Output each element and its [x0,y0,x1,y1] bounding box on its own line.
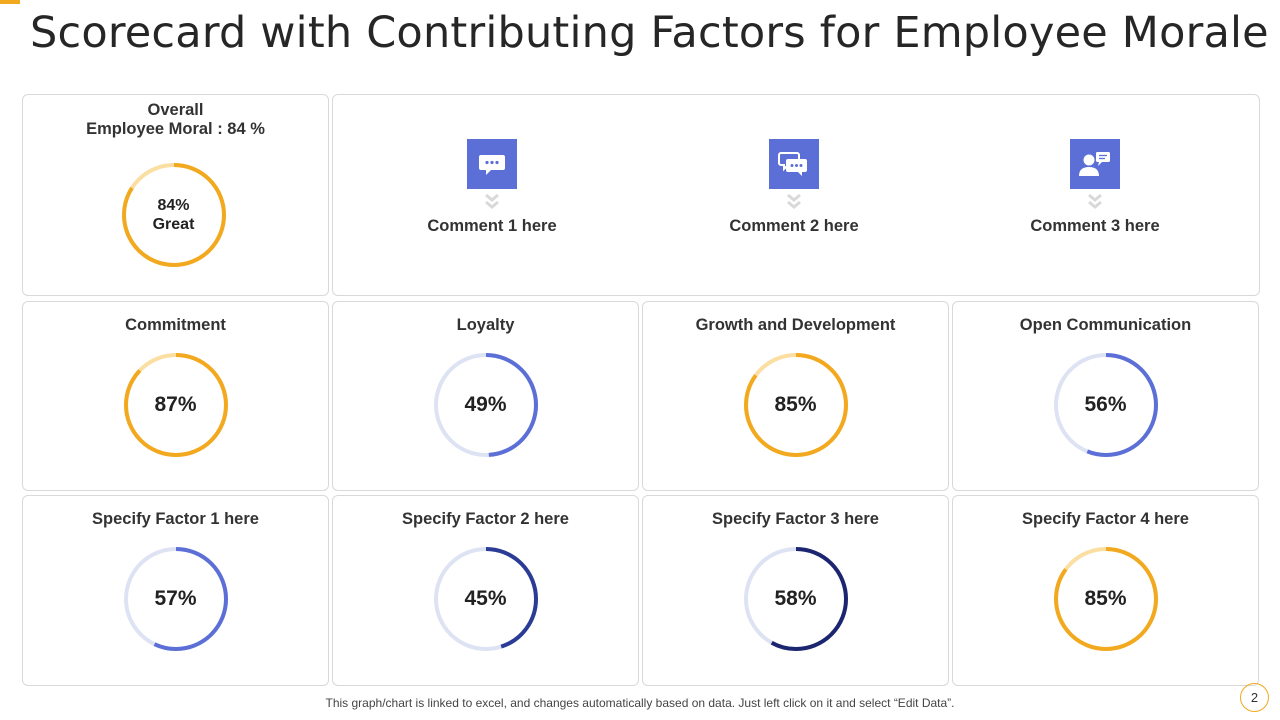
factor-percent-label: 56% [1084,393,1127,416]
donut-arc [743,353,848,457]
factor-donut-svg [743,353,848,457]
comment-3-text: Comment 3 here [1030,217,1160,235]
factor-card-title: Commitment [125,316,226,334]
overall-donut-svg [121,163,226,267]
footnote: This graph/chart is linked to excel, and… [325,696,955,710]
page-title: Scorecard with Contributing Factors for … [30,8,1269,58]
chevron-down-icon [485,193,499,209]
factor-percent-label: 58% [774,587,817,610]
donut-arc [433,353,538,457]
comment-3[interactable]: Comment 3 here [995,139,1195,236]
overall-title: Overall Employee Moral : 84 % [23,101,328,139]
factor-card[interactable]: Loyalty 49% [332,301,639,491]
factor-card-title: Specify Factor 4 here [1022,510,1189,528]
factor-donut-svg [123,353,228,457]
factor-donut[interactable]: 57% [123,546,229,652]
corner-accent-bar [0,0,20,4]
overall-donut[interactable]: 84% Great [121,162,227,268]
overall-title-line2: Employee Moral : 84 % [86,120,265,138]
factor-card[interactable]: Specify Factor 3 here 58% [642,495,949,686]
factor-donut[interactable]: 58% [743,546,849,652]
factor-donut-svg [433,547,538,651]
factor-donut-svg [1053,353,1158,457]
factor-card-title: Specify Factor 2 here [402,510,569,528]
page-number: 2 [1240,683,1269,712]
factor-card[interactable]: Specify Factor 4 here 85% [952,495,1259,686]
factor-card-title: Specify Factor 3 here [712,510,879,528]
overall-donut-label: 84% Great [121,162,227,268]
chevron-down-icon [787,193,801,209]
overall-rating: Great [152,216,195,233]
factor-percent-label: 87% [154,393,197,416]
overall-donut-arc [121,163,226,267]
comment-2[interactable]: Comment 2 here [694,139,894,236]
factor-card[interactable]: Open Communication 56% [952,301,1259,491]
factor-donut-svg [433,353,538,457]
factor-percent-label: 57% [154,587,197,610]
comment-2-text: Comment 2 here [729,217,859,235]
donut-arc [743,547,848,651]
chat-bubble-icon [467,139,517,189]
factor-donut[interactable]: 49% [433,352,539,458]
factor-donut[interactable]: 87% [123,352,229,458]
factor-donut-svg [743,547,848,651]
donut-arc [123,353,228,457]
factor-card[interactable]: Specify Factor 2 here 45% [332,495,639,686]
factor-card-title: Open Communication [1019,316,1192,334]
donut-arc [123,547,228,651]
factor-percent-label: 85% [774,393,817,416]
factor-card-title: Growth and Development [695,316,896,334]
factor-donut[interactable]: 85% [1053,546,1159,652]
comment-1[interactable]: Comment 1 here [392,139,592,236]
factor-donut[interactable]: 56% [1053,352,1159,458]
factor-card-title: Specify Factor 1 here [92,510,259,528]
factor-card-title: Loyalty [456,316,515,334]
donut-arc [1053,547,1158,651]
factor-donut[interactable]: 85% [743,352,849,458]
factor-card[interactable]: Commitment 87% [22,301,329,491]
factor-percent-label: 45% [464,587,507,610]
person-message-icon [1070,139,1120,189]
chevron-down-icon [1088,193,1102,209]
factor-card[interactable]: Growth and Development 85% [642,301,949,491]
comments-card: Comment 1 here Comment 2 here [332,94,1260,296]
factor-percent-label: 49% [464,393,507,416]
factor-donut[interactable]: 45% [433,546,539,652]
comment-1-text: Comment 1 here [427,217,557,235]
donut-arc [1053,353,1158,457]
factor-card[interactable]: Specify Factor 1 here 57% [22,495,329,686]
overall-percent: 84% [157,197,190,214]
overall-title-line1: Overall [147,101,204,119]
factor-percent-label: 85% [1084,587,1127,610]
factor-donut-svg [123,547,228,651]
donut-arc [433,547,538,651]
factor-donut-svg [1053,547,1158,651]
overall-card[interactable]: Overall Employee Moral : 84 % 84% Great [22,94,329,296]
chat-bubbles-icon [769,139,819,189]
